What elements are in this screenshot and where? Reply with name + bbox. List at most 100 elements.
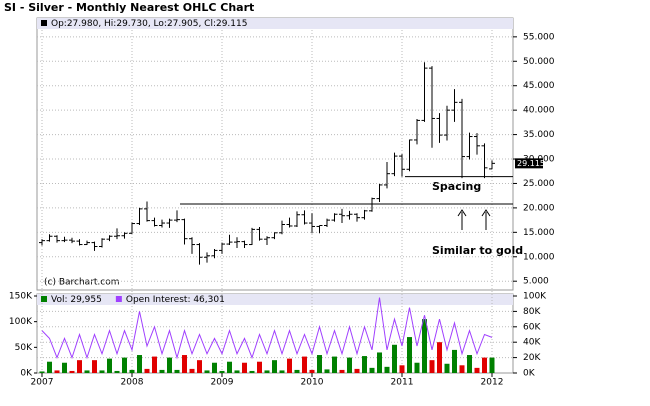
- y2-tick-label: 80K: [523, 307, 541, 317]
- volume-bar: [474, 367, 480, 373]
- y-tick-label: 20.000: [523, 203, 555, 213]
- volume-bar: [47, 361, 52, 373]
- volume-bar: [54, 370, 60, 373]
- volume-bar: [279, 370, 285, 373]
- arrow: [481, 209, 491, 230]
- volume-bar: [167, 357, 172, 373]
- annotation: Similar to gold: [432, 244, 523, 257]
- y2-tick-label: 100K: [523, 292, 547, 302]
- legend-label: Vol: 29,955: [51, 295, 102, 305]
- volume-bar: [309, 369, 315, 373]
- legend-swatch: [115, 296, 122, 302]
- arrow: [457, 209, 467, 230]
- volume-bar: [144, 368, 150, 373]
- y-tick-label: 25.000: [523, 179, 555, 189]
- y-tick-label: 0K: [20, 369, 33, 379]
- volume-bar: [219, 370, 225, 373]
- volume-bar: [384, 366, 390, 373]
- volume-bar: [159, 369, 165, 373]
- last-price-box: [515, 158, 543, 169]
- volume-bar: [317, 355, 322, 373]
- volume-bar: [339, 369, 345, 373]
- volume-bar: [294, 369, 300, 373]
- volume-bar: [347, 357, 352, 373]
- y-tick-label: 150K: [9, 292, 33, 302]
- y2-tick-label: 0K: [523, 369, 536, 379]
- y-tick-label: 45.000: [523, 81, 555, 91]
- y-tick-label: 50.000: [523, 57, 555, 67]
- price-header: [37, 18, 513, 29]
- volume-bar: [422, 319, 427, 373]
- volume-bar: [287, 358, 292, 373]
- volume-bar: [114, 370, 120, 373]
- last-price-label: 29.115: [517, 159, 545, 168]
- y-tick-label: 10.000: [523, 252, 555, 262]
- volume-bar: [174, 369, 180, 373]
- x-tick-label: 2007: [31, 378, 54, 388]
- volume-bar: [429, 360, 435, 373]
- x-tick-label: 2009: [211, 378, 234, 388]
- copyright: (c) Barchart.com: [44, 278, 120, 288]
- volume-bar: [242, 362, 247, 373]
- volume-bar: [189, 368, 195, 373]
- y-tick-label: 100K: [9, 317, 33, 327]
- y2-tick-label: 60K: [523, 322, 541, 332]
- volume-bar: [489, 357, 495, 373]
- volume-bar: [227, 361, 232, 373]
- y-tick-label: 40.000: [523, 106, 555, 116]
- y-tick-label: 50K: [15, 343, 33, 353]
- y-tick-label: 35.000: [523, 130, 555, 140]
- volume-bar: [444, 363, 450, 373]
- x-tick-label: 2011: [391, 378, 414, 388]
- volume-bar: [129, 369, 135, 373]
- volume-bar: [99, 370, 105, 373]
- volume-bar: [39, 371, 45, 373]
- volume-bar: [272, 360, 277, 373]
- y2-tick-label: 20K: [523, 353, 541, 363]
- legend-swatch: [41, 20, 47, 26]
- x-tick-label: 2010: [301, 378, 324, 388]
- volume-bar: [369, 367, 375, 373]
- legend-swatch: [41, 296, 47, 302]
- y2-tick-label: 40K: [523, 338, 541, 348]
- volume-bar: [414, 362, 420, 373]
- volume-bar: [152, 356, 157, 373]
- volume-bar: [324, 369, 330, 373]
- volume-bar: [197, 360, 202, 373]
- volume-bar: [354, 368, 360, 373]
- plot: 5.00010.00015.00020.00025.00030.00035.00…: [9, 30, 555, 388]
- volume-bar: [137, 355, 142, 373]
- volume-bar: [204, 370, 210, 373]
- open-interest-line: [41, 297, 493, 360]
- volume-header: [37, 294, 513, 305]
- volume-bar: [212, 362, 217, 373]
- volume-bar: [407, 337, 412, 373]
- chart-title: SI - Silver - Monthly Nearest OHLC Chart: [4, 1, 254, 14]
- y-tick-label: 55.000: [523, 32, 555, 42]
- y-tick-label: 15.000: [523, 228, 555, 238]
- volume-bar: [92, 360, 97, 373]
- y-tick-label: 5.000: [523, 277, 549, 287]
- volume-bar: [362, 356, 367, 373]
- volume-bar: [399, 365, 405, 373]
- volume-bar: [182, 355, 187, 373]
- volume-bar: [264, 370, 270, 373]
- x-tick-label: 2012: [481, 378, 504, 388]
- volume-bar: [107, 358, 112, 373]
- volume-bar: [257, 361, 262, 373]
- volume-bar: [302, 356, 307, 373]
- volume-bar: [249, 370, 255, 373]
- volume-bar: [452, 349, 457, 373]
- x-tick-label: 2008: [121, 378, 144, 388]
- volume-bar: [437, 342, 442, 373]
- volume-bar: [392, 344, 397, 373]
- volume-bar: [467, 355, 472, 373]
- price-panel: [36, 17, 514, 291]
- legend-label: Open Interest: 46,301: [126, 295, 225, 305]
- annotation: Spacing: [432, 180, 481, 193]
- volume-bar: [62, 362, 67, 373]
- volume-bar: [69, 370, 75, 373]
- volume-bar: [234, 370, 240, 373]
- volume-bar: [332, 356, 337, 373]
